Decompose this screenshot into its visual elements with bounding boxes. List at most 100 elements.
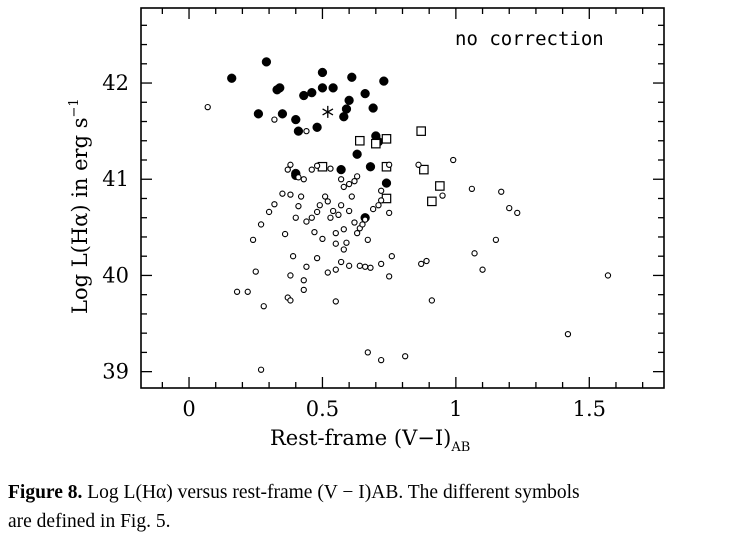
- open-circle-point: [343, 239, 350, 246]
- open-circle-point: [335, 211, 342, 218]
- y-axis-title-main: Log L(Hα) in erg s: [68, 118, 92, 315]
- plot-border: [140, 7, 665, 389]
- open-circle-point: [233, 288, 241, 295]
- axis-ticks: [141, 8, 664, 388]
- caption-text-line1: Log L(Hα) versus rest-frame (V − I)AB. T…: [87, 482, 580, 503]
- open-circle-point: [450, 156, 457, 164]
- open-circle-point: [564, 330, 572, 338]
- open-circle-point: [361, 263, 369, 270]
- open-circle-point: [249, 236, 257, 243]
- x-axis-title-main: Rest-frame (V−I): [270, 426, 451, 450]
- open-circle-point: [300, 286, 307, 294]
- open-circle-point: [279, 190, 286, 197]
- filled-circle-point: [317, 83, 328, 93]
- open-square-point: [371, 138, 381, 149]
- open-circle-point: [327, 165, 334, 172]
- open-circle-point: [340, 183, 347, 191]
- x-axis-title: Rest-frame (V−I)AB: [270, 426, 470, 455]
- open-circle-point: [506, 204, 513, 212]
- open-circle-point: [492, 236, 500, 243]
- scatter-chart: 0 0.5 1 1.5 39 40 41 42 no correction Rest-fram…: [67, 7, 665, 455]
- y-tick-label: 39: [102, 360, 129, 384]
- open-circle-point: [353, 229, 361, 237]
- open-circle-point: [345, 207, 353, 215]
- open-circle-point: [287, 272, 294, 279]
- y-tick-label: 42: [102, 71, 129, 95]
- open-circle-point: [378, 260, 385, 268]
- open-circle-point: [204, 103, 211, 111]
- open-circle-point: [287, 161, 294, 168]
- open-circle-point: [295, 203, 302, 210]
- open-circle-point: [378, 187, 385, 194]
- open-circle-point: [300, 277, 307, 284]
- filled-circle-point: [347, 72, 357, 82]
- y-axis-title-sup: −1: [67, 98, 82, 117]
- filled-circle-point: [360, 88, 370, 99]
- open-circle-point: [324, 198, 331, 205]
- open-square-point: [381, 134, 392, 144]
- open-circle-point: [324, 269, 331, 276]
- open-circle-point: [303, 218, 310, 225]
- y-tick-label: 41: [102, 167, 129, 191]
- open-circle-point: [378, 356, 385, 364]
- filled-circle-point: [336, 164, 346, 175]
- filled-circle-point: [307, 88, 317, 98]
- open-square-point: [419, 164, 429, 175]
- open-circle-point: [257, 221, 265, 228]
- filled-circle-point: [365, 162, 376, 172]
- open-circle-point: [386, 209, 393, 217]
- filled-circle-point: [293, 126, 304, 136]
- open-square-point: [435, 181, 445, 191]
- x-tick-label: 1.5: [573, 397, 606, 421]
- open-circle-point: [300, 176, 307, 183]
- filled-circle-point: [253, 109, 264, 119]
- tick-labels: 0 0.5 1 1.5 39 40 41 42: [102, 71, 606, 421]
- filled-circle-point: [368, 103, 378, 113]
- open-circle-point: [375, 202, 382, 209]
- open-circle-point: [348, 193, 355, 200]
- filled-circle-point: [277, 109, 288, 119]
- open-circle-point: [332, 298, 339, 305]
- open-circle-point: [345, 180, 353, 188]
- open-circle-point: [367, 264, 374, 271]
- open-circle-point: [308, 214, 315, 221]
- open-circle-point: [289, 253, 297, 260]
- open-circle-point: [345, 262, 353, 269]
- open-circle-point: [369, 205, 377, 213]
- open-circle-point: [287, 297, 294, 304]
- open-square-point: [416, 126, 426, 136]
- y-tick-label: 40: [102, 263, 129, 287]
- open-circle-point: [244, 288, 251, 295]
- open-circle-point: [297, 193, 305, 200]
- open-circle-point: [316, 202, 323, 209]
- open-circle-point: [308, 166, 315, 173]
- open-circle-point: [479, 266, 486, 273]
- open-circle-point: [284, 166, 291, 173]
- filled-circle-point: [328, 83, 338, 93]
- annotation-no-correction: no correction: [455, 28, 604, 50]
- open-circle-point: [386, 161, 393, 168]
- filled-circle-point: [275, 83, 285, 93]
- open-circle-point: [295, 174, 302, 181]
- x-tick-label: 1: [449, 397, 462, 421]
- open-circle-point: [321, 193, 329, 200]
- open-circle-point: [468, 185, 476, 193]
- figure-caption: Figure 8. Log L(Hα) versus rest-frame (V…: [8, 478, 726, 536]
- open-circle-point: [364, 236, 371, 243]
- open-circle-point: [292, 214, 299, 221]
- open-circle-point: [332, 266, 339, 273]
- open-circle-point: [281, 230, 289, 238]
- data-points: [204, 57, 612, 373]
- open-circle-point: [428, 297, 436, 304]
- open-circle-point: [327, 214, 334, 221]
- filled-circle-point: [261, 57, 272, 67]
- open-circle-point: [378, 197, 385, 204]
- open-circle-point: [388, 253, 395, 260]
- open-circle-point: [303, 263, 310, 270]
- star-point: [322, 105, 334, 118]
- open-circle-point: [498, 188, 505, 195]
- open-circle-point: [319, 235, 326, 243]
- filled-circle-point: [381, 178, 392, 188]
- open-circle-point: [423, 257, 430, 265]
- open-circle-point: [604, 272, 612, 279]
